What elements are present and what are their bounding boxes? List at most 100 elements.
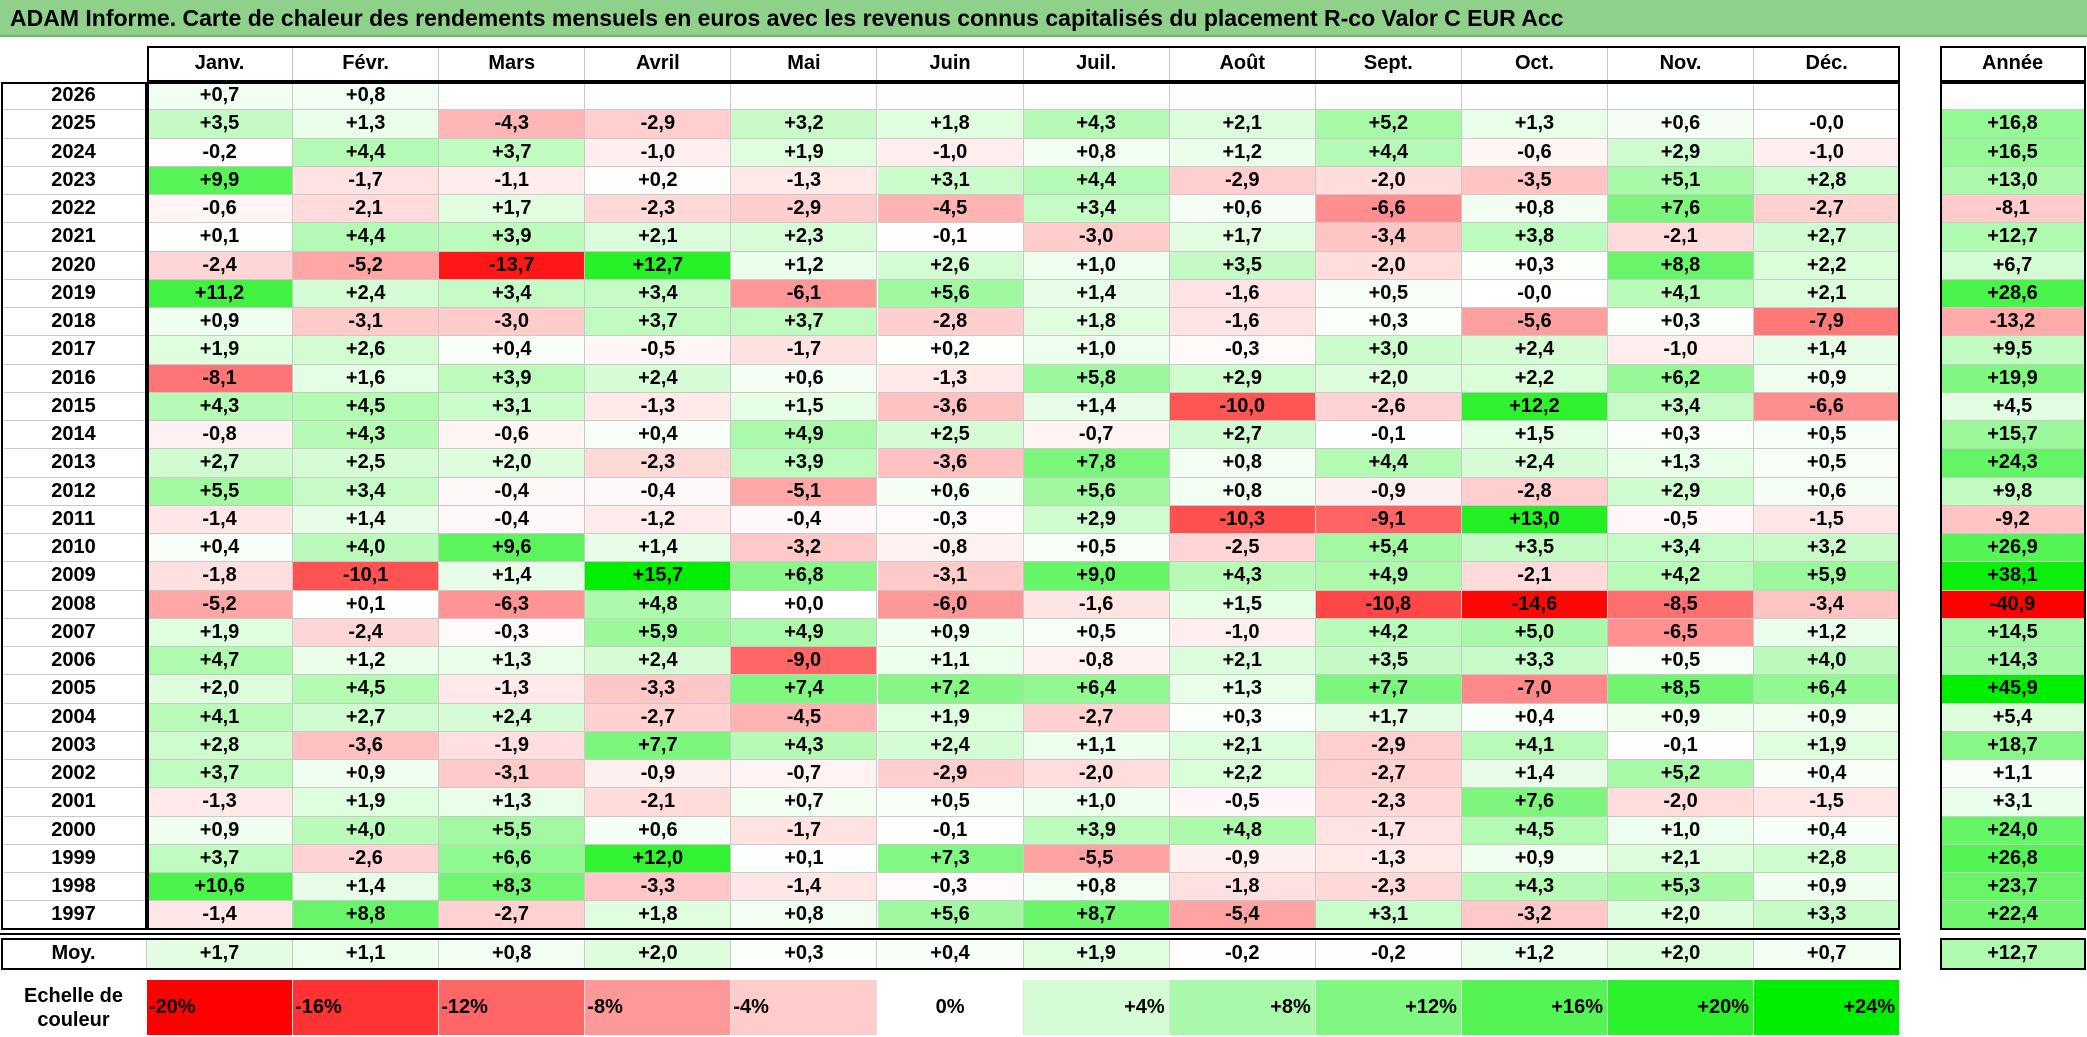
month-return-cell: -0,0 (1754, 110, 1901, 139)
month-return-cell: -2,9 (1169, 166, 1316, 195)
month-return-cell: +1,3 (1608, 449, 1755, 478)
month-return-cell: +1,4 (1754, 336, 1901, 365)
month-return-cell: +1,8 (1023, 308, 1170, 337)
month-return-cell: +5,5 (147, 477, 294, 506)
month-return-cell: +4,4 (1023, 166, 1170, 195)
month-return-cell: -1,1 (439, 166, 586, 195)
month-return-cell: -5,6 (1461, 308, 1608, 337)
month-return-cell: +4,3 (1461, 873, 1608, 902)
month-return-cell: +8,7 (1023, 901, 1170, 930)
month-return-cell: +4,4 (293, 223, 440, 252)
month-return-cell: +0,4 (585, 421, 732, 450)
annual-return-cell: +24,3 (1940, 449, 2086, 478)
month-return-cell: +0,8 (1023, 873, 1170, 902)
year-label: 2008 (1, 590, 147, 619)
year-label: 2016 (1, 364, 147, 393)
month-return-cell: -1,0 (877, 138, 1024, 167)
month-return-cell: +4,5 (293, 675, 440, 704)
month-return-cell: -2,6 (293, 844, 440, 873)
color-scale-swatch: +24% (1754, 980, 1901, 1035)
month-return-cell: +0,9 (1461, 844, 1608, 873)
month-return-cell: -14,6 (1461, 590, 1608, 619)
month-return-cell: +1,1 (877, 647, 1024, 676)
year-label: 1999 (1, 844, 147, 873)
annual-return-cell: -9,2 (1940, 505, 2086, 534)
month-return-cell: +4,3 (731, 731, 878, 760)
color-scale-swatch: -16% (293, 980, 440, 1035)
year-label: 2020 (1, 251, 147, 280)
month-return-cell: +3,9 (1023, 816, 1170, 845)
month-return-cell: -6,0 (877, 590, 1024, 619)
month-return-cell: +2,1 (1169, 647, 1316, 676)
month-return-cell: -3,6 (293, 731, 440, 760)
month-header: Mai (731, 46, 878, 82)
year-label: 2004 (1, 703, 147, 732)
month-return-cell: -0,3 (877, 873, 1024, 902)
year-label: 2025 (1, 110, 147, 139)
month-return-cell: +2,5 (877, 421, 1024, 450)
month-return-cell: -0,8 (147, 421, 294, 450)
annual-return-cell: +16,5 (1940, 138, 2086, 167)
month-return-cell: -9,1 (1315, 505, 1462, 534)
month-return-cell: +2,8 (1754, 844, 1901, 873)
month-return-cell: +4,3 (147, 392, 294, 421)
month-return-cell: +1,4 (293, 505, 440, 534)
chart-title: ADAM Informe. Carte de chaleur des rende… (0, 0, 2087, 37)
month-return-cell: -1,3 (877, 364, 1024, 393)
month-return-cell: +5,8 (1023, 364, 1170, 393)
month-return-cell: +4,5 (293, 392, 440, 421)
month-return-cell: +3,9 (439, 364, 586, 393)
month-return-cell: +2,7 (1754, 223, 1901, 252)
month-return-cell: -2,9 (1315, 731, 1462, 760)
month-return-cell: -1,8 (1169, 873, 1316, 902)
month-return-cell: +3,7 (147, 760, 294, 789)
month-return-cell: +0,3 (1461, 251, 1608, 280)
month-return-cell: -4,5 (877, 195, 1024, 224)
month-return-cell: +4,3 (1023, 110, 1170, 139)
month-return-cell: +5,0 (1461, 618, 1608, 647)
month-return-cell: +0,5 (1754, 449, 1901, 478)
month-return-cell: +1,4 (585, 534, 732, 563)
month-return-cell: -3,5 (1461, 166, 1608, 195)
month-return-cell: +0,1 (731, 844, 878, 873)
color-scale-swatch: 0% (877, 980, 1024, 1035)
month-return-cell: -2,7 (1754, 195, 1901, 224)
month-return-cell: +5,3 (1608, 873, 1755, 902)
month-return-cell: -1,3 (147, 788, 294, 817)
average-month-cell: -0,2 (1315, 938, 1462, 970)
annual-return-cell: +18,7 (1940, 731, 2086, 760)
month-return-cell: +1,5 (1461, 421, 1608, 450)
annual-return-cell: +15,7 (1940, 421, 2086, 450)
month-return-cell: +1,0 (1023, 788, 1170, 817)
month-return-cell: +4,3 (1169, 562, 1316, 591)
month-header: Mars (439, 46, 586, 82)
month-return-cell (731, 82, 878, 111)
month-return-cell: +0,8 (1461, 195, 1608, 224)
annual-return-cell: +4,5 (1940, 392, 2086, 421)
month-return-cell: +3,5 (1461, 534, 1608, 563)
month-return-cell: +0,5 (1023, 618, 1170, 647)
month-return-cell: +3,4 (1023, 195, 1170, 224)
month-return-cell: +3,1 (439, 392, 586, 421)
month-return-cell: -2,7 (1315, 760, 1462, 789)
color-scale-swatch: +8% (1169, 980, 1316, 1035)
year-label: 2013 (1, 449, 147, 478)
month-return-cell: -2,0 (1315, 166, 1462, 195)
month-return-cell: +5,4 (1315, 534, 1462, 563)
month-return-cell: +2,5 (293, 449, 440, 478)
month-return-cell: -0,4 (439, 505, 586, 534)
year-label: 2010 (1, 534, 147, 563)
month-return-cell: +0,9 (147, 816, 294, 845)
month-return-cell: +3,0 (1315, 336, 1462, 365)
annual-return-cell: +14,3 (1940, 647, 2086, 676)
month-return-cell: -1,7 (731, 816, 878, 845)
month-return-cell: -0,0 (1461, 279, 1608, 308)
month-header: Févr. (293, 46, 440, 82)
month-return-cell: +0,1 (293, 590, 440, 619)
month-return-cell: +2,2 (1461, 364, 1608, 393)
month-return-cell: +4,7 (147, 647, 294, 676)
month-return-cell: -2,0 (1315, 251, 1462, 280)
month-return-cell: +1,4 (1023, 392, 1170, 421)
month-return-cell: +0,6 (731, 364, 878, 393)
color-scale-swatch: -12% (439, 980, 586, 1035)
